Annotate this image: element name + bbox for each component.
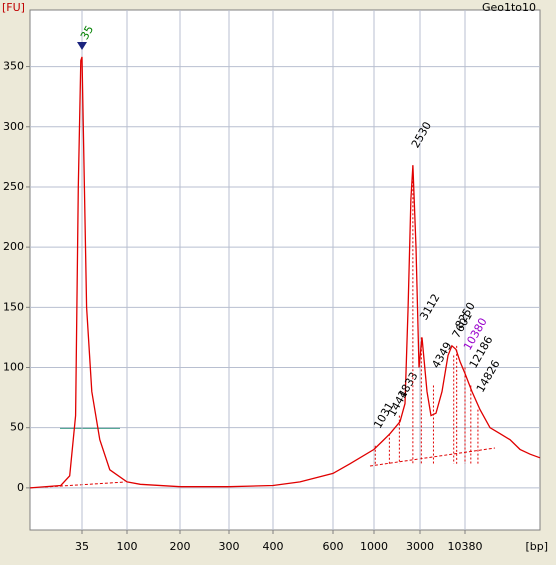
plot-area — [29, 9, 541, 531]
x-tick-label: 400 — [263, 540, 284, 553]
x-tick-label: 300 — [219, 540, 240, 553]
y-axis-label: [FU] — [2, 1, 25, 14]
x-tick-label: 35 — [75, 540, 89, 553]
x-tick-label: 1000 — [360, 540, 388, 553]
x-tick-label: 200 — [170, 540, 191, 553]
y-tick-label: 350 — [3, 60, 24, 73]
y-tick-label: 150 — [3, 300, 24, 313]
peak-label: 35 — [78, 23, 96, 42]
x-tick-label: 3000 — [406, 540, 434, 553]
x-tick-label: 100 — [117, 540, 138, 553]
y-tick-label: 200 — [3, 240, 24, 253]
x-axis-label: [bp] — [525, 540, 548, 553]
y-tick-label: 250 — [3, 180, 24, 193]
x-tick-label: 10380 — [448, 540, 483, 553]
chart-title: Geo1to10 — [482, 1, 536, 14]
peak-marker — [77, 41, 87, 50]
trace — [29, 56, 541, 489]
y-tick-label: 300 — [3, 120, 24, 133]
y-tick-label: 50 — [10, 421, 24, 434]
y-tick-label: 0 — [17, 481, 24, 494]
baseline — [369, 447, 496, 467]
y-tick-label: 100 — [3, 361, 24, 374]
x-tick-label: 600 — [323, 540, 344, 553]
